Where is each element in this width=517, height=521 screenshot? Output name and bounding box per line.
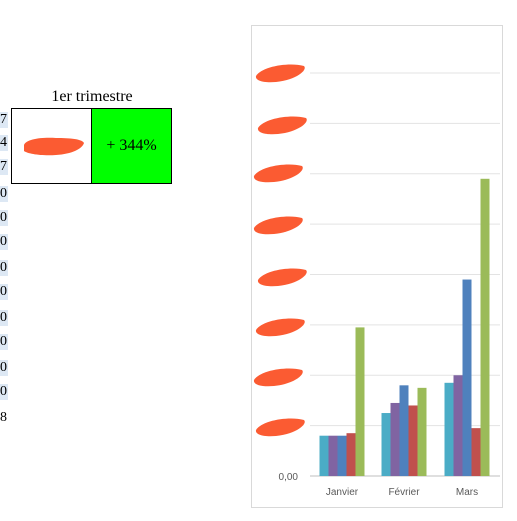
left-column-glyph: 4 bbox=[0, 135, 7, 150]
redaction-mark bbox=[253, 164, 303, 183]
bar[interactable] bbox=[471, 428, 481, 476]
left-column-cell: 0 bbox=[0, 284, 8, 300]
left-column-glyph: 7 bbox=[0, 159, 7, 174]
left-column-cell: 0 bbox=[0, 334, 8, 350]
bar[interactable] bbox=[346, 433, 356, 476]
redaction-mark bbox=[255, 418, 305, 437]
redacted-cell[interactable] bbox=[12, 109, 92, 183]
redaction-mark bbox=[24, 137, 84, 156]
left-column-glyph: 0 bbox=[0, 186, 7, 201]
left-column-cell: 7 bbox=[0, 112, 8, 128]
redaction-mark bbox=[255, 318, 305, 337]
left-column-glyph: 7 bbox=[0, 112, 7, 127]
growth-cell[interactable]: + 344% bbox=[92, 109, 171, 183]
redaction-mark bbox=[253, 368, 303, 387]
redaction-mark bbox=[257, 116, 307, 135]
x-tick-label: Mars bbox=[456, 487, 478, 498]
bar[interactable] bbox=[328, 435, 338, 476]
left-column-cell: 7 bbox=[0, 159, 8, 175]
left-column-cell: 0 bbox=[0, 260, 8, 276]
bar[interactable] bbox=[337, 435, 347, 476]
bar[interactable] bbox=[399, 385, 409, 476]
left-column-cell: 0 bbox=[0, 310, 8, 326]
left-column-glyph: 0 bbox=[0, 260, 7, 275]
bar[interactable] bbox=[480, 178, 490, 476]
bar[interactable] bbox=[381, 413, 391, 476]
left-column-cell: 0 bbox=[0, 210, 8, 226]
left-column-cell: 0 bbox=[0, 360, 8, 376]
quarter-table: + 344% bbox=[11, 108, 172, 184]
left-column-cell: 0 bbox=[0, 234, 8, 250]
bar[interactable] bbox=[408, 405, 418, 476]
y-tick-label: 0,00 bbox=[279, 472, 299, 483]
bar[interactable] bbox=[355, 327, 365, 476]
redaction-mark bbox=[255, 64, 305, 83]
left-column-glyph: 8 bbox=[0, 410, 7, 425]
bar[interactable] bbox=[444, 382, 454, 476]
x-tick-label: Janvier bbox=[326, 487, 359, 498]
left-column-glyph: 0 bbox=[0, 360, 7, 375]
left-column-cell: 0 bbox=[0, 384, 8, 400]
left-column-glyph: 0 bbox=[0, 234, 7, 249]
x-tick-label: Février bbox=[388, 487, 420, 498]
left-column-cell: 4 bbox=[0, 135, 8, 151]
left-column-glyph: 0 bbox=[0, 284, 7, 299]
redaction-mark bbox=[253, 216, 303, 235]
quarter-header: 1er trimestre bbox=[51, 88, 133, 105]
bar[interactable] bbox=[453, 375, 463, 476]
left-column-glyph: 0 bbox=[0, 310, 7, 325]
bar[interactable] bbox=[390, 402, 400, 476]
left-column-glyph: 0 bbox=[0, 384, 7, 399]
left-column-cell: 8 bbox=[0, 410, 8, 426]
left-column-glyph: 0 bbox=[0, 210, 7, 225]
redaction-mark bbox=[257, 268, 307, 287]
left-column-cell: 0 bbox=[0, 186, 8, 202]
bar[interactable] bbox=[417, 387, 427, 476]
bar[interactable] bbox=[319, 435, 329, 476]
bar[interactable] bbox=[462, 279, 472, 476]
left-column-glyph: 0 bbox=[0, 334, 7, 349]
